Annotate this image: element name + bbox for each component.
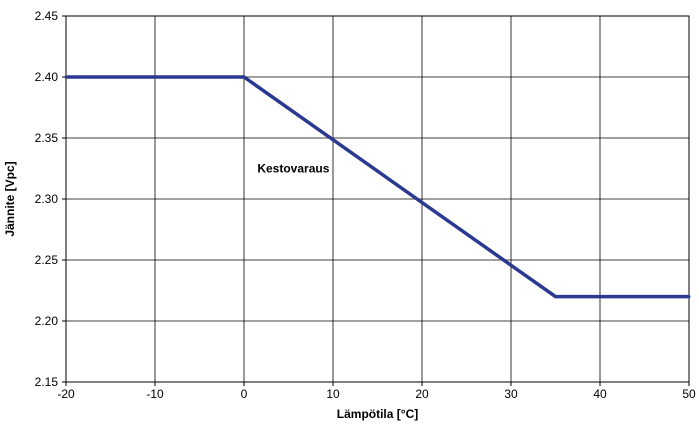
annotation-label: Kestovaraus xyxy=(257,162,329,176)
data-point xyxy=(242,75,246,79)
y-tick-label: 2.30 xyxy=(35,192,59,206)
data-point xyxy=(687,295,691,299)
x-tick-label: -20 xyxy=(57,387,75,401)
x-tick-label: 50 xyxy=(682,387,696,401)
grid xyxy=(65,15,690,383)
series-layer xyxy=(64,75,691,299)
y-tick-label: 2.35 xyxy=(35,131,59,145)
series-line xyxy=(66,75,689,299)
y-axis-tick-labels: 2.15 2.20 2.25 2.30 2.35 2.40 2.45 xyxy=(35,9,59,389)
x-tick-label: 30 xyxy=(504,387,518,401)
y-tick-label: 2.15 xyxy=(35,375,59,389)
data-point xyxy=(64,75,68,79)
x-axis-title: Lämpötila [°C] xyxy=(337,407,418,421)
y-tick-label: 2.20 xyxy=(35,314,59,328)
x-tick-label: -10 xyxy=(146,387,164,401)
axis-ticks xyxy=(62,15,690,386)
y-tick-label: 2.40 xyxy=(35,70,59,84)
x-axis-tick-labels: -20 -10 0 10 20 30 40 50 xyxy=(57,387,696,401)
data-point xyxy=(554,295,557,299)
x-tick-label: 20 xyxy=(415,387,429,401)
x-tick-label: 10 xyxy=(326,387,340,401)
x-tick-label: 40 xyxy=(593,387,607,401)
y-tick-label: 2.25 xyxy=(35,253,59,267)
x-tick-label: 0 xyxy=(241,387,248,401)
y-tick-label: 2.45 xyxy=(35,9,59,23)
y-axis-title: Jännite [Vpc] xyxy=(3,161,17,236)
